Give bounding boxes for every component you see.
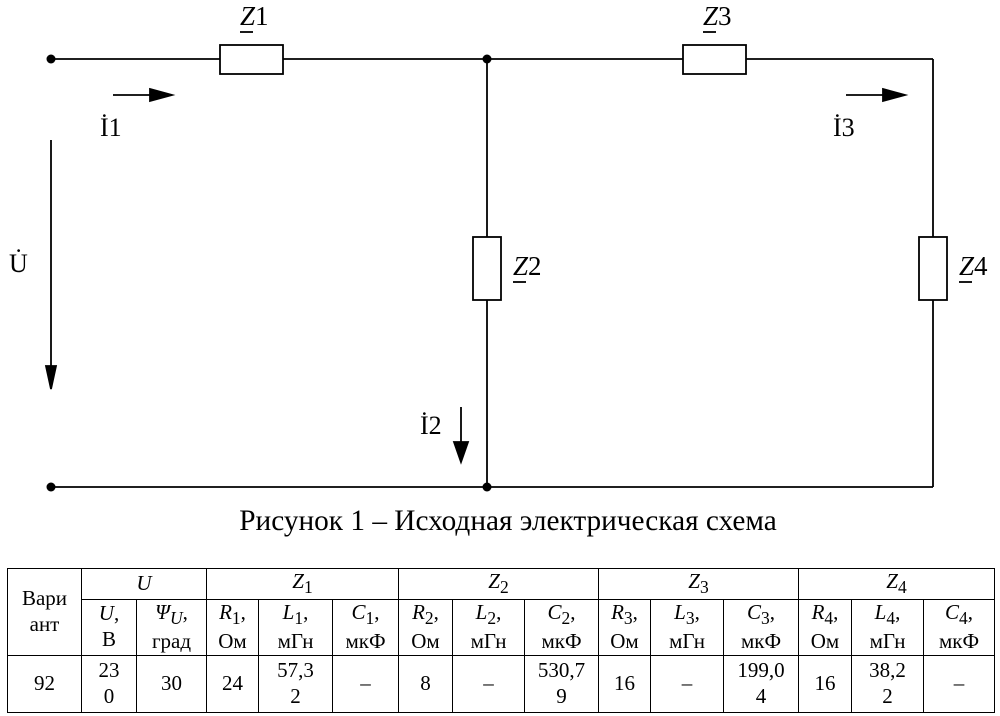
svg-text:İ2: İ2	[420, 411, 442, 440]
svg-text:U̇: U̇	[9, 249, 28, 278]
svg-text:Рисунок 1 – Исходная электриче: Рисунок 1 – Исходная электрическая схема	[239, 505, 777, 537]
svg-text:İ3: İ3	[833, 113, 855, 142]
svg-text:İ1: İ1	[100, 113, 122, 142]
svg-text:Z3: Z3	[703, 1, 732, 31]
svg-text:Z4: Z4	[959, 251, 988, 281]
svg-text:Z1: Z1	[240, 1, 269, 31]
svg-text:Z2: Z2	[513, 251, 542, 281]
